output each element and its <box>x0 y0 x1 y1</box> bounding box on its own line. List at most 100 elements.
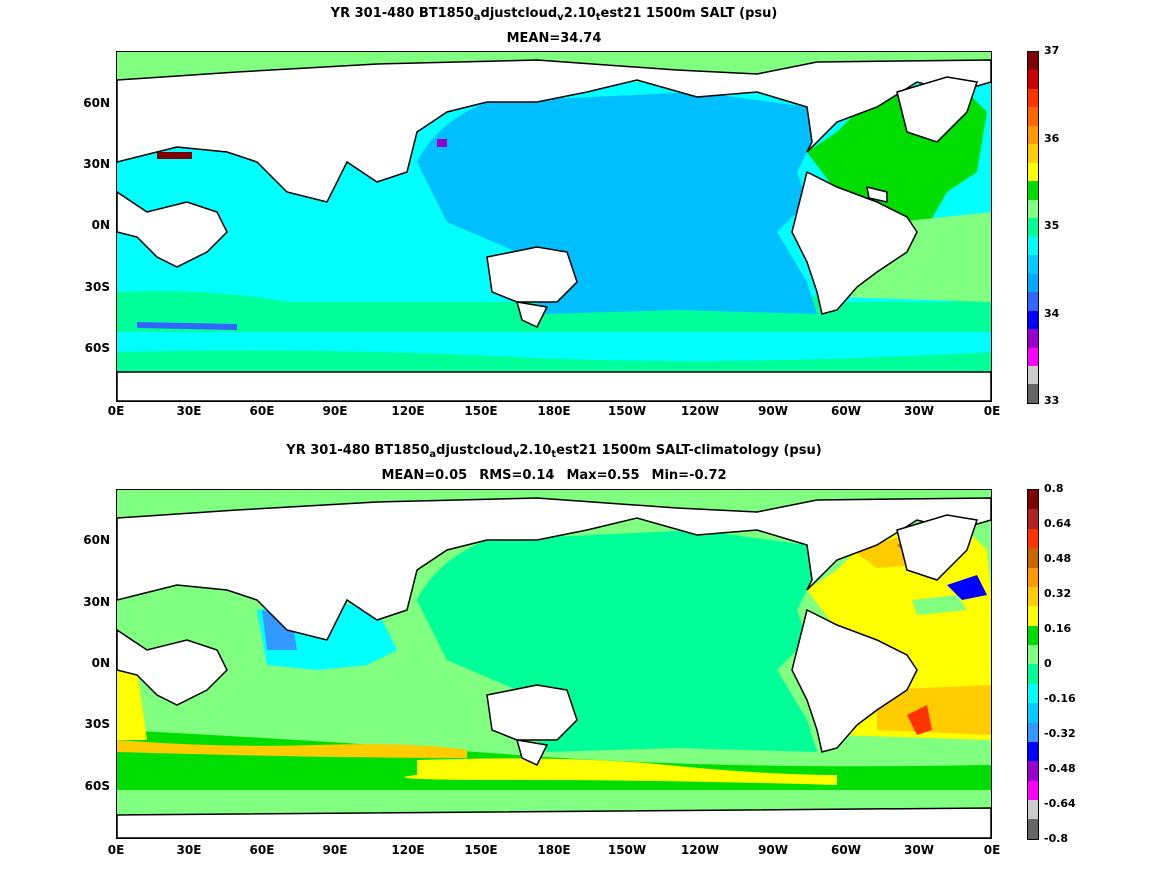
colorbar-label: 0.8 <box>1044 482 1064 495</box>
colorbar-swatch <box>1028 819 1038 839</box>
colorbar-label: 0.32 <box>1044 587 1072 600</box>
lon-label: 30W <box>904 404 934 418</box>
colorbar-swatch <box>1028 273 1038 293</box>
colorbar-label: 0.48 <box>1044 552 1072 565</box>
lon-label: 30E <box>176 843 202 857</box>
colorbar-swatch <box>1028 645 1038 665</box>
colorbar-swatch <box>1028 255 1038 274</box>
max-value: Max=0.55 <box>566 468 640 483</box>
panel2-map <box>116 489 992 839</box>
mean-value: MEAN=34.74 <box>506 31 602 46</box>
colorbar-swatch <box>1028 236 1038 256</box>
salt-anomaly-map-svg <box>117 490 991 838</box>
panel2-stats: MEAN=0.05 RMS=0.14 Max=0.55 Min=-0.72 <box>116 468 992 484</box>
colorbar-swatch <box>1028 800 1038 820</box>
colorbar-label: 37 <box>1044 44 1060 57</box>
lon-label: 150W <box>607 843 647 857</box>
colorbar-label: -0.48 <box>1044 762 1076 775</box>
colorbar-swatch <box>1028 548 1038 568</box>
lon-label: 0E <box>107 404 125 418</box>
lon-label: 30E <box>176 404 202 418</box>
colorbar-label: 0.64 <box>1044 517 1072 530</box>
colorbar-swatch <box>1028 703 1038 723</box>
lon-label: 150W <box>607 404 647 418</box>
colorbar-swatch <box>1028 125 1038 145</box>
colorbar-swatch <box>1028 664 1038 684</box>
lat-label: 30S <box>84 717 110 731</box>
colorbar-swatch <box>1028 528 1038 549</box>
colorbar-swatch <box>1028 683 1038 704</box>
salt-map-svg <box>117 52 991 401</box>
lat-label: 60N <box>83 96 110 110</box>
colorbar-label: 34 <box>1044 307 1060 320</box>
lon-label: 120E <box>391 843 425 857</box>
colorbar-swatch <box>1028 761 1038 781</box>
colorbar-label: 33 <box>1044 394 1060 407</box>
lon-label: 150E <box>464 404 498 418</box>
colorbar-swatch <box>1028 162 1038 182</box>
colorbar-swatch <box>1028 722 1038 742</box>
panel1-title: YR 301-480 BT1850adjustcloudv2.10test21 … <box>330 6 778 23</box>
colorbar-swatch <box>1028 310 1038 330</box>
colorbar-label: 36 <box>1044 132 1060 145</box>
lat-label: 0N <box>91 656 110 670</box>
lon-label: 120W <box>680 404 720 418</box>
colorbar-swatch <box>1028 606 1038 626</box>
lon-label: 180E <box>537 843 571 857</box>
colorbar-swatch <box>1028 490 1038 510</box>
colorbar-swatch <box>1028 52 1038 71</box>
panel2-title: YR 301-480 BT1850adjustcloudv2.10test21 … <box>286 443 822 460</box>
colorbar-swatch <box>1028 329 1038 348</box>
panel2-colorbar <box>1027 489 1039 840</box>
colorbar-swatch <box>1028 780 1038 800</box>
panel1-colorbar <box>1027 51 1039 404</box>
colorbar-label: 35 <box>1044 219 1060 232</box>
lat-label: 30N <box>83 595 110 609</box>
colorbar-swatch <box>1028 347 1038 366</box>
colorbar-label: -0.8 <box>1044 832 1069 845</box>
colorbar-swatch <box>1028 218 1038 237</box>
lon-label: 0E <box>983 843 1001 857</box>
colorbar-label: -0.64 <box>1044 797 1076 810</box>
lon-label: 0E <box>983 404 1001 418</box>
lon-label: 30W <box>904 843 934 857</box>
lon-label: 90W <box>758 843 788 857</box>
mean-value: MEAN=0.05 <box>381 468 468 483</box>
lat-label: 60N <box>83 533 110 547</box>
colorbar-swatch <box>1028 586 1038 607</box>
lon-label: 120E <box>391 404 425 418</box>
colorbar-swatch <box>1028 107 1038 126</box>
lon-label: 90E <box>322 404 348 418</box>
rms-value: RMS=0.14 <box>479 468 555 483</box>
lon-label: 60W <box>831 843 861 857</box>
colorbar-swatch <box>1028 625 1038 645</box>
lon-label: 90W <box>758 404 788 418</box>
lon-label: 60E <box>249 843 275 857</box>
panel1-map <box>116 51 992 402</box>
colorbar-label: -0.32 <box>1044 727 1076 740</box>
panel1-stats: MEAN=34.74 <box>116 31 992 47</box>
colorbar-swatch <box>1028 88 1038 108</box>
colorbar-swatch <box>1028 365 1038 385</box>
lon-label: 90E <box>322 843 348 857</box>
colorbar-swatch <box>1028 384 1038 403</box>
colorbar-swatch <box>1028 509 1038 529</box>
colorbar-swatch <box>1028 144 1038 163</box>
colorbar-label: 0 <box>1044 657 1052 670</box>
lat-label: 30N <box>83 157 110 171</box>
lon-label: 60E <box>249 404 275 418</box>
lon-label: 0E <box>107 843 125 857</box>
lat-label: 0N <box>91 218 110 232</box>
lon-label: 60W <box>831 404 861 418</box>
colorbar-swatch <box>1028 741 1038 762</box>
lat-label: 60S <box>84 341 110 355</box>
colorbar-swatch <box>1028 567 1038 587</box>
colorbar-swatch <box>1028 292 1038 311</box>
colorbar-swatch <box>1028 70 1038 89</box>
colorbar-swatch <box>1028 181 1038 200</box>
lat-label: 60S <box>84 779 110 793</box>
min-value: Min=-0.72 <box>651 468 727 483</box>
colorbar-swatch <box>1028 199 1038 219</box>
colorbar-label: -0.16 <box>1044 692 1076 705</box>
lon-label: 150E <box>464 843 498 857</box>
